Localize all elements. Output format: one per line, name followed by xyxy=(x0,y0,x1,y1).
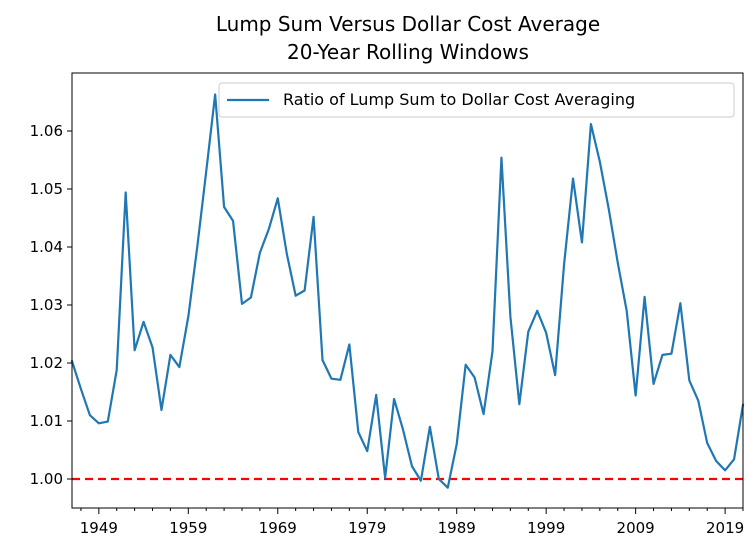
legend-label: Ratio of Lump Sum to Dollar Cost Averagi… xyxy=(283,90,635,109)
y-tick-label: 1.05 xyxy=(30,180,63,198)
plot-frame xyxy=(71,72,744,509)
x-tick-label: 1999 xyxy=(527,519,565,537)
y-tick-label: 1.01 xyxy=(30,412,63,430)
y-tick-label: 1.06 xyxy=(30,122,63,140)
x-tick-label: 2019 xyxy=(706,519,744,537)
x-tick-label: 1959 xyxy=(169,519,207,537)
x-tick-label: 1969 xyxy=(259,519,297,537)
y-tick-label: 1.00 xyxy=(30,470,63,488)
chart-title: Lump Sum Versus Dollar Cost Average xyxy=(216,12,600,36)
chart-subtitle: 20-Year Rolling Windows xyxy=(287,40,529,64)
y-tick-label: 1.04 xyxy=(30,238,63,256)
y-tick-label: 1.03 xyxy=(30,296,63,314)
legend-box xyxy=(218,82,735,118)
y-tick-label: 1.02 xyxy=(30,354,63,372)
x-tick-label: 1989 xyxy=(438,519,476,537)
x-tick-label: 1979 xyxy=(348,519,386,537)
series-line xyxy=(70,93,745,489)
x-tick-label: 1949 xyxy=(80,519,118,537)
x-tick-label: 2009 xyxy=(617,519,655,537)
